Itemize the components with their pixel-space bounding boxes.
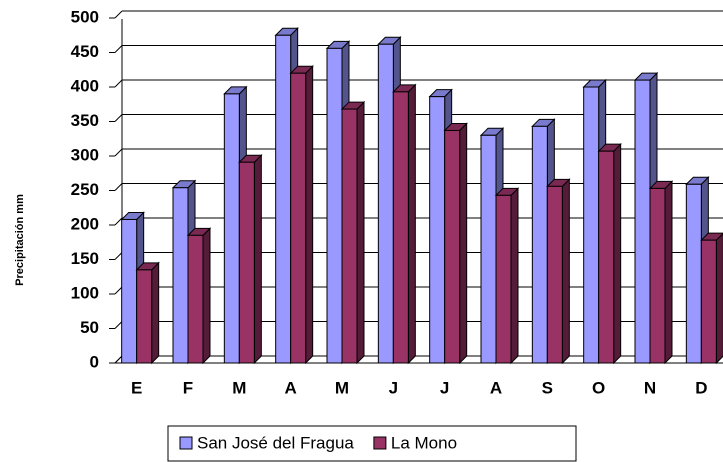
legend: San José del Fragua La Mono — [167, 425, 577, 462]
x-tick-label: M — [232, 378, 246, 397]
x-tick-label: A — [490, 378, 502, 397]
x-tick-label: A — [285, 378, 297, 397]
bar — [289, 64, 314, 365]
bar-front — [700, 239, 717, 364]
bar-front — [649, 187, 666, 364]
bar-front — [598, 150, 615, 364]
bar-side — [510, 187, 519, 365]
grid-line — [114, 79, 123, 88]
grid-line — [114, 148, 123, 157]
bar-front — [531, 125, 548, 364]
bar-side — [715, 232, 723, 365]
x-tick-label: N — [644, 378, 656, 397]
y-tick-label: 0 — [90, 352, 99, 371]
grid-line — [114, 183, 123, 191]
bar — [648, 180, 674, 365]
bar — [597, 142, 622, 365]
y-tick-label: 350 — [71, 111, 99, 130]
x-tick-label: S — [542, 378, 553, 397]
bar-front — [685, 183, 702, 364]
bar-front — [290, 72, 307, 364]
bar — [392, 83, 417, 365]
bar — [494, 187, 520, 365]
y-tick-label: 50 — [80, 318, 99, 337]
bar-front — [392, 91, 409, 364]
bar — [546, 178, 571, 365]
y-tick-label: 500 — [71, 7, 99, 26]
legend-label: San José del Fragua — [197, 433, 354, 452]
bar-front — [341, 108, 358, 364]
bar — [186, 227, 212, 365]
bar-side — [202, 227, 211, 365]
bar-side — [356, 100, 365, 365]
y-tick-label: 450 — [71, 42, 99, 61]
bar-front — [583, 86, 600, 364]
bar — [443, 122, 468, 365]
bar-side — [561, 178, 570, 365]
legend-swatch — [373, 436, 387, 450]
bar — [135, 261, 160, 365]
grid-line — [114, 321, 123, 329]
bar-side — [407, 83, 416, 365]
bar — [340, 100, 366, 365]
bar-front — [326, 47, 343, 364]
legend-label: La Mono — [391, 433, 457, 452]
grid-line — [114, 355, 123, 364]
bar-side — [613, 142, 622, 365]
grid-line — [114, 45, 123, 53]
bar-side — [151, 261, 160, 365]
x-tick-label: F — [183, 378, 193, 397]
x-tick-label: O — [592, 378, 605, 397]
y-tick-label: 400 — [71, 76, 99, 95]
bar-front — [136, 269, 153, 364]
bar-front — [187, 234, 204, 364]
y-tick-label: 150 — [71, 249, 99, 268]
legend-box — [167, 425, 577, 462]
bar-front — [121, 218, 138, 364]
x-tick-label: J — [389, 378, 398, 397]
grid-line — [114, 217, 123, 226]
grid-line — [114, 252, 123, 260]
grid-line — [114, 10, 123, 19]
bar-front — [429, 96, 446, 364]
grid-line — [114, 286, 123, 295]
x-tick-label: D — [695, 378, 707, 397]
x-tick-label: M — [335, 378, 349, 397]
bar — [238, 154, 263, 365]
legend-swatch — [179, 436, 193, 450]
bar-front — [238, 161, 255, 364]
bar-front — [480, 134, 497, 364]
bar-front — [634, 79, 651, 364]
bar-side — [664, 180, 673, 365]
bar-front — [495, 194, 512, 364]
bar-side — [253, 154, 262, 365]
grid-line — [114, 114, 123, 122]
bar-front — [172, 187, 189, 364]
bar-front — [546, 185, 563, 364]
bar-front — [377, 43, 394, 364]
bar-side — [459, 122, 468, 365]
y-tick-label: 100 — [71, 283, 99, 302]
x-tick-label: E — [131, 378, 142, 397]
y-tick-label: 300 — [71, 145, 99, 164]
bar-front — [223, 93, 240, 364]
bar-side — [305, 64, 314, 365]
y-axis-label: Precipitación mm — [14, 194, 26, 286]
bar-front — [275, 34, 292, 364]
bar-front — [444, 129, 461, 364]
y-tick-label: 250 — [71, 180, 99, 199]
y-tick-label: 200 — [71, 214, 99, 233]
bar — [700, 232, 723, 365]
x-tick-label: J — [440, 378, 449, 397]
